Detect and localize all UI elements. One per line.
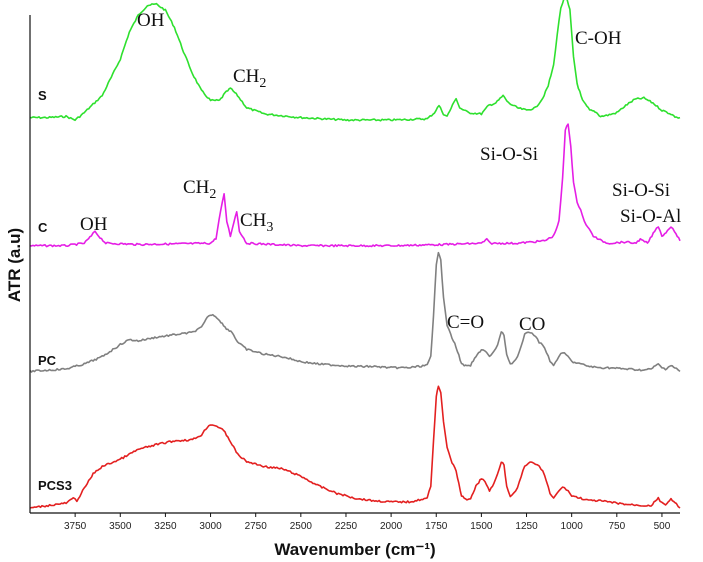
x-tick-label: 2000 xyxy=(380,521,403,532)
peak-label: C=O xyxy=(447,312,484,333)
series-layer xyxy=(29,0,681,509)
x-tick-label: 1250 xyxy=(515,521,538,532)
series-label-pcs3: PCS3 xyxy=(38,478,72,493)
x-tick-label: 750 xyxy=(608,521,625,532)
x-tick-label: 3250 xyxy=(154,521,177,532)
x-tick-label: 1500 xyxy=(470,521,493,532)
x-tick-label: 3750 xyxy=(64,521,87,532)
series-line-pcs3 xyxy=(29,385,681,509)
series-label-c: C xyxy=(38,220,48,235)
x-tick-label: 1750 xyxy=(425,521,448,532)
peak-label: CH2 xyxy=(233,66,266,91)
peak-label: Si-O-Si xyxy=(612,180,670,201)
x-tick-label: 1000 xyxy=(561,521,584,532)
x-tick-label: 3500 xyxy=(109,521,132,532)
peak-label: CH2 xyxy=(183,177,216,202)
series-line-pc xyxy=(29,251,681,373)
series-label-layer: S C PC PCS3 xyxy=(38,88,72,493)
peak-label: C-OH xyxy=(575,28,622,49)
series-line-s xyxy=(29,0,681,122)
series-label-s: S xyxy=(38,88,47,103)
peak-label: CO xyxy=(519,314,545,335)
peak-annotation-layer: OH CH2 C-OH OH CH2 CH3 Si-O-Si Si-O-Si Si-O-Al C=… xyxy=(80,10,681,335)
axis-layer: 3750 3500 3250 3000 2750 2500 2250 2000 1750 1500… xyxy=(5,15,680,559)
peak-label: OH xyxy=(137,10,165,31)
x-tick-label: 2750 xyxy=(245,521,268,532)
peak-label: OH xyxy=(80,214,108,235)
x-tick-layer: 3750 3500 3250 3000 2750 2500 2250 2000 1750 1500… xyxy=(64,513,671,532)
peak-label: CH3 xyxy=(240,210,273,235)
x-tick-label: 500 xyxy=(654,521,671,532)
x-axis-title: Wavenumber (cm⁻¹) xyxy=(274,540,435,559)
x-tick-label: 2250 xyxy=(335,521,358,532)
peak-label: Si-O-Si xyxy=(480,144,538,165)
x-tick-label: 3000 xyxy=(199,521,222,532)
series-line-c xyxy=(29,123,681,248)
y-axis-title: ATR (a.u) xyxy=(5,228,24,302)
peak-label: Si-O-Al xyxy=(620,206,681,227)
x-tick-label: 2500 xyxy=(290,521,313,532)
series-label-pc: PC xyxy=(38,353,57,368)
